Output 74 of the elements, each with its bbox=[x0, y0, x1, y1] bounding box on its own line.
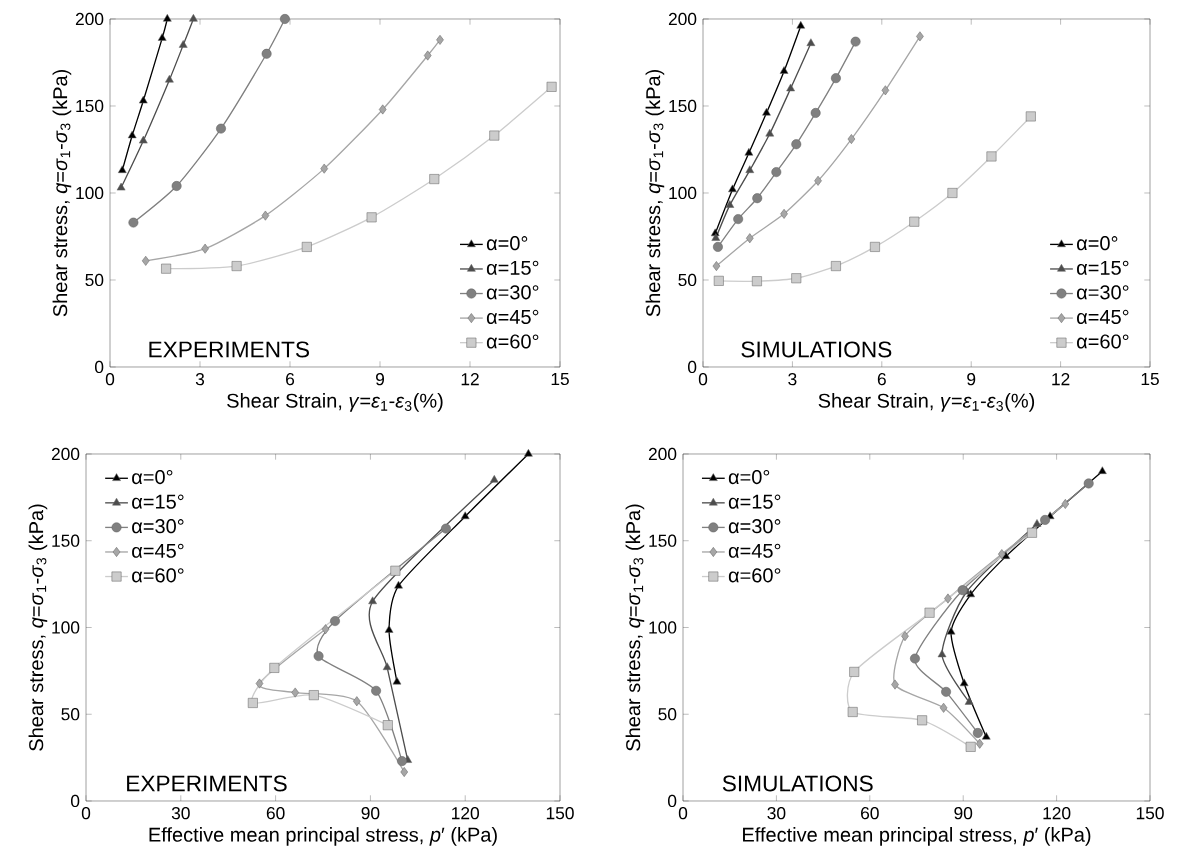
x-tick-label: 150 bbox=[546, 807, 574, 820]
y-tick-label: 150 bbox=[52, 534, 80, 547]
y-tick-label: 50 bbox=[85, 273, 104, 287]
y-tick-label: 200 bbox=[668, 12, 697, 26]
legend-label: α=15° bbox=[132, 494, 184, 509]
legend-label: α=60° bbox=[728, 568, 781, 583]
text: Shear Strain, γ=ε$_{1}$-ε$_{3}$(%) bbox=[227, 393, 443, 412]
y-tick-label: 200 bbox=[648, 447, 677, 461]
legend-label: α=0° bbox=[728, 470, 770, 485]
legend-label: α=0° bbox=[1077, 236, 1118, 251]
x-tick-label: 12 bbox=[1052, 373, 1070, 386]
x-tick-label: 6 bbox=[286, 373, 295, 386]
y-tick-label: 0 bbox=[687, 360, 697, 374]
legend-label: α=0° bbox=[132, 470, 173, 485]
legend-label: α=30° bbox=[132, 519, 184, 534]
text: Shear stress, q=σ$_{1}$-σ$_{3}$ (kPa) bbox=[625, 504, 645, 751]
y-tick-label: 150 bbox=[669, 99, 697, 113]
text: Shear stress, q=σ$_{1}$-σ$_{3}$ (kPa) bbox=[28, 504, 48, 751]
y-tick-label: 150 bbox=[649, 534, 677, 547]
legend-label: α=30° bbox=[1077, 285, 1129, 300]
x-tick-label: 90 bbox=[954, 807, 973, 820]
x-tick-label: 9 bbox=[376, 373, 385, 386]
x-axis-title: Effective mean principal stress, p′ (kPa) bbox=[149, 827, 497, 846]
x-tick-label: 6 bbox=[877, 373, 886, 386]
legend-label: α=60° bbox=[132, 568, 184, 583]
legend-label: α=0° bbox=[486, 236, 528, 251]
legend-label: α=60° bbox=[1077, 334, 1129, 349]
legend-label: α=15° bbox=[1077, 260, 1129, 275]
x-tick-label: 120 bbox=[452, 807, 479, 820]
legend-label: α=45° bbox=[132, 543, 184, 558]
legend-label: α=45° bbox=[1077, 309, 1129, 324]
annotation: EXPERIMENTS bbox=[149, 341, 309, 358]
legend-label: α=15° bbox=[728, 494, 781, 509]
y-tick-label: 0 bbox=[70, 794, 80, 808]
x-tick-label: 0 bbox=[105, 373, 115, 386]
legend-label: α=60° bbox=[486, 334, 539, 349]
x-tick-label: 12 bbox=[461, 373, 479, 386]
y-tick-label: 200 bbox=[51, 447, 80, 461]
y-tick-label: 100 bbox=[649, 621, 677, 634]
y-tick-label: 50 bbox=[658, 708, 677, 721]
legend-label: α=45° bbox=[486, 309, 539, 324]
y-tick-label: 100 bbox=[669, 186, 697, 200]
y-tick-label: 100 bbox=[76, 186, 104, 200]
x-tick-label: 120 bbox=[1043, 807, 1071, 820]
text: Shear stress, q=σ$_{1}$-σ$_{3}$ (kPa) bbox=[52, 70, 72, 317]
x-tick-label: 60 bbox=[266, 807, 285, 820]
y-tick-label: 0 bbox=[94, 360, 104, 374]
text: Shear stress, q=σ$_{1}$-σ$_{3}$ (kPa) bbox=[645, 70, 665, 317]
x-tick-label: 15 bbox=[551, 373, 569, 386]
y-tick-label: 0 bbox=[667, 794, 677, 808]
annotation: EXPERIMENTS bbox=[127, 775, 287, 792]
y-tick-label: 100 bbox=[52, 621, 80, 634]
x-tick-label: 15 bbox=[1141, 373, 1159, 386]
legend-label: α=30° bbox=[486, 285, 539, 300]
y-tick-label: 200 bbox=[75, 12, 104, 26]
legend-label: α=30° bbox=[728, 519, 781, 534]
x-tick-label: 3 bbox=[195, 373, 205, 386]
x-tick-label: 60 bbox=[861, 807, 879, 820]
x-tick-label: 0 bbox=[698, 373, 708, 386]
y-tick-label: 50 bbox=[61, 708, 80, 721]
annotation: SIMULATIONS bbox=[741, 341, 892, 358]
text: Shear Strain, γ=ε$_{1}$-ε$_{3}$(%) bbox=[818, 393, 1035, 412]
legend-label: α=45° bbox=[728, 543, 781, 558]
x-tick-label: 3 bbox=[788, 373, 797, 386]
y-tick-label: 150 bbox=[76, 99, 104, 113]
y-tick-label: 50 bbox=[678, 273, 697, 287]
x-tick-label: 9 bbox=[967, 373, 976, 386]
x-tick-label: 150 bbox=[1136, 807, 1164, 820]
legend-label: α=15° bbox=[486, 260, 539, 275]
x-tick-label: 30 bbox=[171, 807, 190, 820]
x-axis-title: Effective mean principal stress, p′ (kPa) bbox=[743, 827, 1091, 846]
x-tick-label: 30 bbox=[767, 807, 786, 820]
annotation: SIMULATIONS bbox=[722, 775, 873, 792]
x-tick-label: 90 bbox=[361, 807, 380, 820]
